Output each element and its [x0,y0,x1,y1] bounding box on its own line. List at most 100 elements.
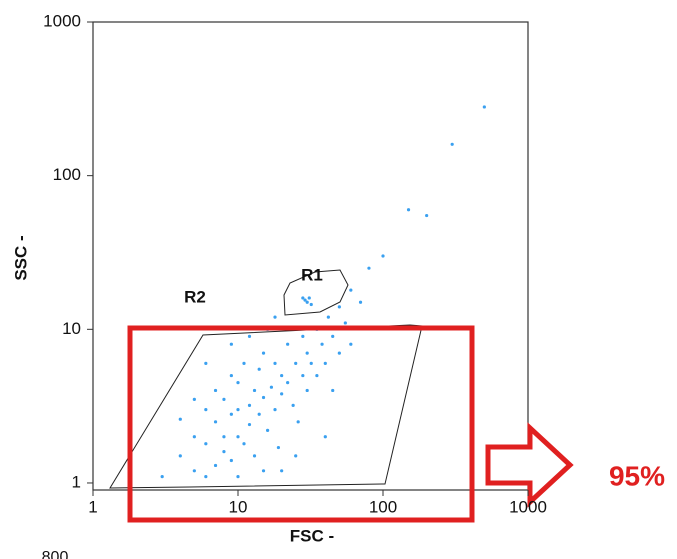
point [307,296,311,300]
point [320,342,324,346]
cropped-label: 800 [42,549,69,559]
point [261,351,266,355]
point [323,361,327,366]
point [213,420,218,424]
points [160,105,486,479]
point [276,445,281,450]
point [204,408,208,412]
point [229,373,233,378]
point [296,420,300,424]
point [252,454,257,458]
x-tick-label: 1 [88,497,97,516]
y-axis-label: SSC - [11,235,30,280]
y-tick-label: 100 [53,165,81,184]
point [160,475,164,479]
point [301,373,305,378]
highlight-box [127,325,475,523]
x-tick-label: 100 [369,497,397,516]
point [331,388,335,393]
point [280,469,284,473]
point [257,367,261,371]
gate-r1 [283,269,349,316]
point [192,469,196,473]
point [236,408,240,412]
gate-r2 [109,324,423,489]
point [261,395,266,400]
x-axis-label: FSC - [290,526,334,545]
point [247,334,252,338]
point [301,296,305,300]
point [294,454,298,458]
gate-label: R2 [184,287,206,306]
point [331,334,335,338]
point [406,208,411,212]
point [236,435,240,439]
point [381,254,385,258]
point [222,435,226,439]
point [204,361,208,366]
point [247,422,252,427]
point [265,428,270,432]
point [236,380,240,385]
point [305,388,309,393]
point [343,321,347,325]
point [192,435,196,439]
y-tick-label: 1000 [43,11,81,30]
point [323,435,327,439]
point [229,342,233,346]
x-tick-label: 10 [229,497,248,516]
point [315,373,319,378]
y-tick-label: 10 [62,319,81,338]
point [349,288,353,292]
point [286,342,290,346]
point [280,392,284,396]
point [337,351,341,355]
arrow [485,422,574,508]
point [425,213,429,218]
gate-label: R1 [301,265,323,284]
point [309,302,313,307]
point [305,351,309,355]
point [305,300,309,304]
point [257,412,261,416]
point [301,334,305,338]
point [213,463,218,468]
point [192,397,196,401]
point [269,385,274,389]
y-tick-label: 1 [72,472,81,491]
point [204,442,208,446]
point [367,266,371,270]
point [309,361,313,366]
point [204,475,208,479]
point [450,142,454,146]
point [286,380,290,385]
result-label: 95% [609,460,665,491]
plot-frame [92,21,529,491]
point [280,373,284,378]
point [349,342,353,346]
point [261,469,266,473]
point [273,361,277,366]
point [273,315,277,319]
point [229,412,233,416]
point [229,458,233,463]
point [222,397,226,401]
point [273,408,277,412]
point [326,315,330,319]
point [222,450,226,454]
point [242,442,246,446]
point [236,475,240,479]
point [294,361,298,366]
point [252,388,257,393]
point [247,403,252,407]
x-tick-label: 1000 [509,497,547,516]
point [178,454,182,458]
point [213,388,218,393]
point [242,361,246,366]
point [482,105,486,109]
point [291,403,295,407]
point [178,417,182,421]
point [337,305,341,309]
point [358,300,363,304]
